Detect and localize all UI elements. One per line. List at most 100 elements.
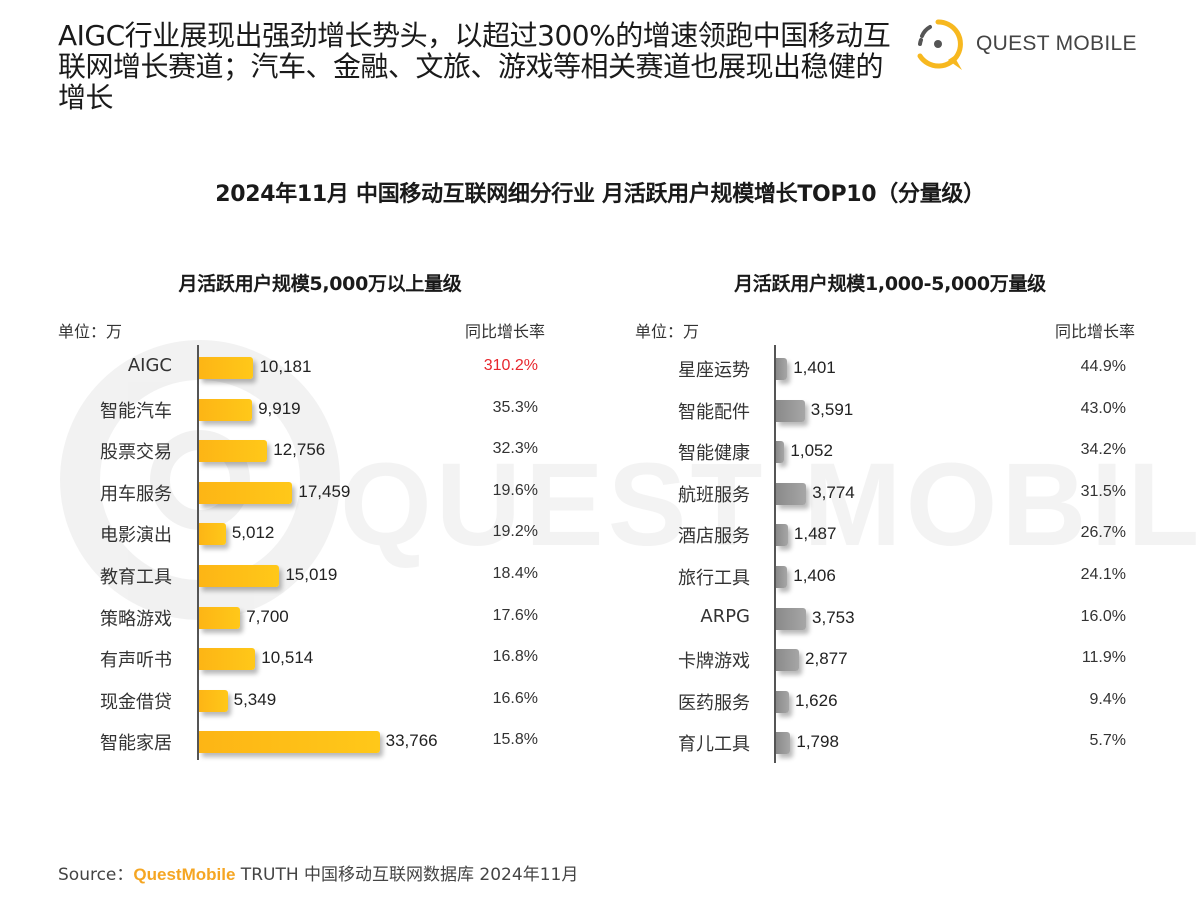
yoy-growth: 5.7%	[1089, 732, 1126, 750]
value-label: 3,753	[812, 607, 855, 627]
yoy-growth: 32.3%	[492, 440, 538, 458]
logo: QUEST MOBILE	[910, 14, 1150, 74]
category-label: 智能配件	[678, 401, 750, 423]
value-label: 33,766	[385, 731, 438, 751]
logo-text: QUEST MOBILE	[976, 32, 1137, 55]
axis-left	[197, 345, 199, 760]
yoy-growth: 19.2%	[492, 523, 538, 541]
category-label: 智能汽车	[100, 400, 172, 422]
bar	[199, 565, 280, 587]
bar-row: 电影演出 5,012 19.2%	[0, 512, 1200, 554]
source-suffix: TRUTH 中国移动互联网数据库 2024年11月	[235, 865, 579, 885]
yoy-growth: 18.4%	[492, 565, 538, 582]
bar	[199, 731, 380, 754]
bar	[776, 732, 791, 755]
value-label: 5,349	[233, 689, 277, 709]
unit-label-right: 单位：万	[635, 322, 700, 341]
bar	[199, 481, 293, 504]
bar-row: 酒店服务 1,487 26.7%	[0, 513, 1200, 555]
chart-title: 2024年11月 中国移动互联网细分行业 月活跃用户规模增长TOP10（分量级）	[215, 182, 985, 207]
value-label: 1,406	[793, 566, 836, 585]
value-label: 15,019	[285, 565, 338, 584]
axis-right	[774, 345, 776, 763]
bar-row: AIGC 10,181 310.2%	[0, 346, 1200, 388]
panel-title-left: 月活跃用户规模5,000万以上量级	[178, 273, 462, 295]
bar-row: 智能健康 1,052 34.2%	[0, 430, 1200, 472]
category-label: 策略游戏	[100, 608, 172, 630]
panel-title-right: 月活跃用户规模1,000-5,000万量级	[734, 273, 1046, 295]
value-label: 3,774	[812, 482, 855, 502]
bar-row: ARPG 3,753 16.0%	[0, 597, 1200, 639]
bar	[776, 441, 785, 464]
yoy-growth: 24.1%	[1080, 566, 1126, 583]
rate-header-left: 同比增长率	[465, 322, 546, 341]
value-label: 12,756	[273, 440, 326, 460]
category-label: 酒店服务	[678, 526, 750, 548]
yoy-growth: 9.4%	[1089, 690, 1126, 708]
value-label: 10,181	[259, 357, 312, 376]
quest-mobile-logo-icon	[917, 19, 963, 70]
category-label: AIGC	[127, 355, 172, 376]
category-label: 育儿工具	[678, 734, 750, 756]
category-label: 智能家居	[100, 733, 172, 755]
bar	[776, 566, 788, 588]
category-label: 教育工具	[100, 567, 172, 588]
category-label: 股票交易	[100, 442, 172, 464]
bar	[776, 690, 789, 713]
bar-row: 旅行工具 1,406 24.1%	[0, 555, 1200, 597]
bar-row: 股票交易 12,756 32.3%	[0, 429, 1200, 471]
yoy-growth: 16.0%	[1080, 607, 1126, 625]
rate-header-right: 同比增长率	[1055, 322, 1136, 341]
value-label: 9,919	[258, 398, 301, 418]
yoy-growth: 26.7%	[1080, 524, 1126, 542]
value-label: 17,459	[298, 481, 351, 501]
value-label: 1,487	[793, 524, 837, 544]
bar	[776, 649, 800, 672]
value-label: 10,514	[261, 648, 314, 668]
bar-row: 智能配件 3,591 43.0%	[0, 389, 1200, 431]
bar-row: 策略游戏 7,700 17.6%	[0, 596, 1200, 638]
headline: AIGC行业展现出强劲增长势头，以超过300%的增速领跑中国移动互联网增长赛道；…	[58, 19, 891, 114]
yoy-growth: 310.2%	[483, 357, 538, 374]
value-label: 1,052	[790, 441, 833, 461]
bar-row: 有声听书 10,514 16.8%	[0, 637, 1200, 679]
category-label: 星座运势	[678, 360, 750, 381]
category-label: 用车服务	[100, 483, 172, 505]
category-label: ARPG	[700, 605, 750, 627]
value-label: 2,877	[805, 649, 848, 669]
category-label: 智能健康	[678, 443, 750, 465]
yoy-growth: 31.5%	[1080, 482, 1126, 500]
bar	[776, 482, 807, 505]
bar	[199, 689, 228, 712]
value-label: 3,591	[810, 399, 854, 419]
bar-row: 用车服务 17,459 19.6%	[0, 471, 1200, 513]
yoy-growth: 11.9%	[1081, 649, 1126, 667]
bar	[199, 606, 241, 629]
yoy-growth: 16.8%	[492, 648, 538, 666]
value-label: 5,012	[231, 523, 275, 543]
bar-row: 卡牌游戏 2,877 11.9%	[0, 638, 1200, 680]
bar	[199, 357, 254, 379]
yoy-growth: 15.8%	[492, 731, 538, 749]
yoy-growth: 44.9%	[1080, 358, 1126, 375]
category-label: 电影演出	[100, 525, 172, 547]
bar	[199, 648, 256, 671]
yoy-growth: 43.0%	[1080, 399, 1126, 417]
category-label: 医药服务	[678, 692, 750, 714]
bar-row: 智能汽车 9,919 35.3%	[0, 388, 1200, 430]
unit-label-left: 单位：万	[58, 322, 123, 341]
bar-row: 智能家居 33,766 15.8%	[0, 720, 1200, 762]
bar-row: 医药服务 1,626 9.4%	[0, 680, 1200, 722]
category-label: 现金借贷	[100, 691, 172, 713]
bar	[776, 524, 788, 547]
yoy-growth: 35.3%	[492, 398, 538, 416]
bar	[776, 399, 805, 422]
source-note: Source：QuestMobile TRUTH 中国移动互联网数据库 2024…	[58, 860, 578, 885]
source-brand: QuestMobile	[133, 865, 236, 884]
bar-row: 航班服务 3,774 31.5%	[0, 472, 1200, 514]
yoy-growth: 16.6%	[492, 689, 538, 707]
category-label: 卡牌游戏	[678, 651, 750, 673]
bar-row: 星座运势 1,401 44.9%	[0, 347, 1200, 389]
source-prefix: Source：	[58, 865, 134, 885]
value-label: 1,401	[793, 358, 836, 377]
